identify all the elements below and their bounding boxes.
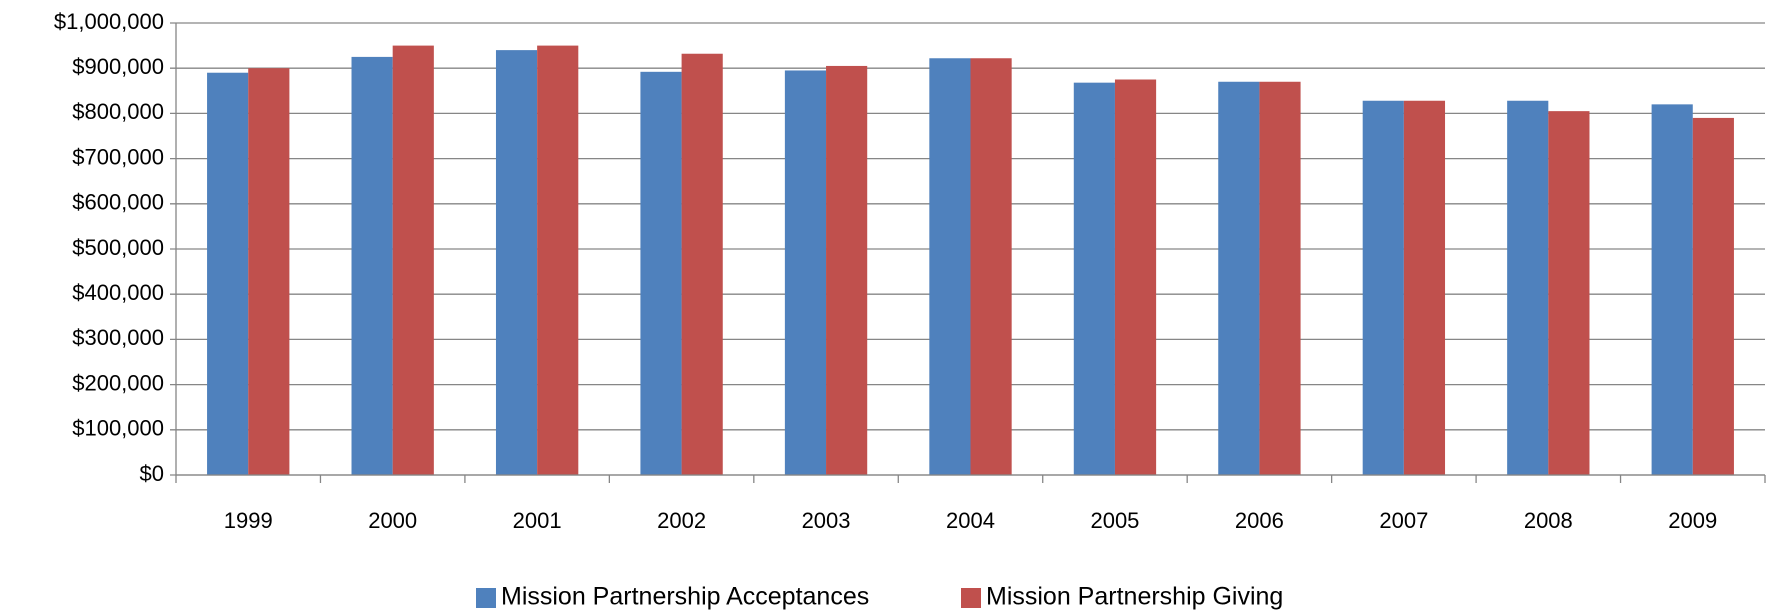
x-tick-label: 2005 <box>1090 508 1139 533</box>
y-tick-label: $700,000 <box>72 144 164 169</box>
y-tick-label: $500,000 <box>72 235 164 260</box>
bar <box>1403 100 1446 475</box>
x-tick-label: 2007 <box>1379 508 1428 533</box>
bar <box>207 72 249 475</box>
bar <box>1548 111 1590 475</box>
x-tick-label: 2002 <box>657 508 706 533</box>
y-tick-label: $1,000,000 <box>54 9 164 34</box>
x-tick-label: 2006 <box>1235 508 1284 533</box>
x-tick-label: 2001 <box>513 508 562 533</box>
y-tick-label: $100,000 <box>72 416 164 441</box>
bar <box>1259 81 1301 475</box>
x-tick-label: 2003 <box>802 508 851 533</box>
x-tick-label: 1999 <box>224 508 273 533</box>
legend-label: Mission Partnership Acceptances <box>501 583 869 611</box>
bar <box>1362 100 1404 475</box>
bar <box>537 45 579 475</box>
bar <box>1218 81 1260 475</box>
bar <box>826 65 868 475</box>
bar <box>495 50 538 476</box>
x-tick-label: 2000 <box>368 508 417 533</box>
x-tick-label: 2004 <box>946 508 995 533</box>
bar <box>929 58 971 475</box>
bar <box>351 56 393 476</box>
y-tick-label: $0 <box>140 461 164 486</box>
y-tick-label: $600,000 <box>72 190 164 215</box>
bar <box>392 45 434 475</box>
bar <box>970 58 1012 475</box>
x-tick-label: 2008 <box>1524 508 1573 533</box>
legend-label: Mission Partnership Giving <box>986 583 1283 611</box>
y-tick-label: $800,000 <box>72 99 164 124</box>
bar <box>1651 104 1693 476</box>
legend-swatch <box>961 588 981 608</box>
y-tick-label: $200,000 <box>72 370 164 395</box>
bar <box>784 70 827 476</box>
bar <box>1507 100 1549 475</box>
y-tick-label: $400,000 <box>72 280 164 305</box>
y-tick-label: $900,000 <box>72 54 164 79</box>
bar <box>1073 82 1115 475</box>
bar <box>640 71 682 475</box>
bar <box>681 53 723 476</box>
legend-swatch <box>476 588 496 608</box>
y-tick-label: $300,000 <box>72 325 164 350</box>
bar <box>1692 117 1734 476</box>
bar <box>1114 79 1157 475</box>
bar <box>248 68 290 475</box>
x-tick-label: 2009 <box>1668 508 1717 533</box>
